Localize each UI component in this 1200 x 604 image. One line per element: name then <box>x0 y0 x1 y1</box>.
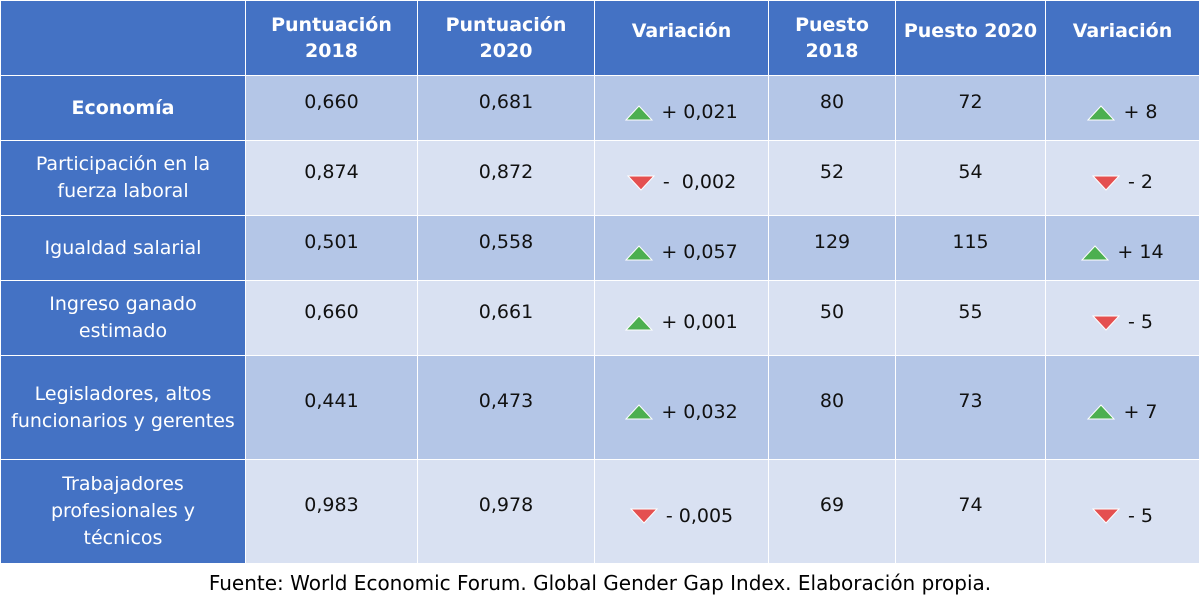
score-variation-cell: - 0,002 <box>594 140 769 216</box>
row-label: Ingreso ganado estimado <box>0 280 246 356</box>
table-row: Igualdad salarial 0,501 0,558 + 0,057 129 115… <box>0 215 1200 281</box>
row-label: Igualdad salarial <box>0 215 246 281</box>
score-2020-cell: 0,473 <box>417 355 595 460</box>
header-corner <box>0 0 246 76</box>
score-variation-value: - 0,005 <box>665 504 734 527</box>
score-variation-value: + 0,032 <box>661 400 738 423</box>
rank-2020-cell: 55 <box>895 280 1046 356</box>
rank-2020-cell: 54 <box>895 140 1046 216</box>
triangle-up-icon <box>625 404 654 420</box>
source-note: Fuente: World Economic Forum. Global Gen… <box>208 571 992 595</box>
score-2018-cell: 0,660 <box>245 75 418 141</box>
score-variation-cell: + 0,021 <box>594 75 769 141</box>
table-row: Legisladores, altos funcionarios y geren… <box>0 355 1200 460</box>
table-row: Economía 0,660 0,681 + 0,021 80 72 + 8 <box>0 75 1200 141</box>
table-body: Economía 0,660 0,681 + 0,021 80 72 + 8 Particip… <box>0 75 1200 564</box>
rank-variation-cell: + 8 <box>1045 75 1200 141</box>
rank-variation-cell: - 2 <box>1045 140 1200 216</box>
rank-2020-cell: 74 <box>895 459 1046 564</box>
score-variation-cell: + 0,001 <box>594 280 769 356</box>
triangle-up-icon <box>625 315 654 331</box>
score-2020-cell: 0,872 <box>417 140 595 216</box>
header-score-2020: Puntuación 2020 <box>417 0 595 76</box>
triangle-up-icon <box>625 105 654 121</box>
rank-variation-value: + 14 <box>1117 241 1164 264</box>
score-variation-cell: - 0,005 <box>594 459 769 564</box>
score-2018-cell: 0,874 <box>245 140 418 216</box>
header-row: Puntuación 2018 Puntuación 2020 Variació… <box>0 0 1200 76</box>
rank-variation-cell: + 7 <box>1045 355 1200 460</box>
row-label: Trabajadores profesionales y técnicos <box>0 459 246 564</box>
table-row: Trabajadores profesionales y técnicos 0,9… <box>0 459 1200 564</box>
score-variation-cell: + 0,057 <box>594 215 769 281</box>
score-2020-cell: 0,558 <box>417 215 595 281</box>
rank-variation-value: - 5 <box>1128 311 1153 334</box>
triangle-down-icon <box>626 175 655 191</box>
score-2018-cell: 0,983 <box>245 459 418 564</box>
score-2018-cell: 0,660 <box>245 280 418 356</box>
triangle-down-icon <box>1092 175 1120 191</box>
score-2018-cell: 0,501 <box>245 215 418 281</box>
triangle-up-icon <box>1087 404 1116 420</box>
rank-2020-cell: 73 <box>895 355 1046 460</box>
rank-2020-cell: 115 <box>895 215 1046 281</box>
rank-variation-value: + 8 <box>1123 101 1158 124</box>
header-rank-2020: Puesto 2020 <box>895 0 1046 76</box>
rank-variation-value: - 5 <box>1128 504 1153 527</box>
triangle-down-icon <box>629 508 658 524</box>
score-2018-cell: 0,441 <box>245 355 418 460</box>
score-variation-value: - 0,002 <box>662 171 737 194</box>
rank-2018-cell: 80 <box>768 355 896 460</box>
triangle-up-icon <box>1081 245 1110 261</box>
triangle-down-icon <box>1092 315 1120 331</box>
rank-2018-cell: 80 <box>768 75 896 141</box>
table-row: Participación en la fuerza laboral 0,874 0… <box>0 140 1200 216</box>
rank-variation-value: - 2 <box>1128 171 1153 194</box>
table-row: Ingreso ganado estimado 0,660 0,661 + 0,001… <box>0 280 1200 356</box>
rank-variation-cell: - 5 <box>1045 459 1200 564</box>
gender-gap-table: Puntuación 2018 Puntuación 2020 Variació… <box>0 0 1200 564</box>
score-2020-cell: 0,681 <box>417 75 595 141</box>
row-label: Economía <box>0 75 246 141</box>
score-variation-value: + 0,057 <box>661 241 738 264</box>
rank-2018-cell: 52 <box>768 140 896 216</box>
row-label: Legisladores, altos funcionarios y geren… <box>0 355 246 460</box>
header-score-variation: Variación <box>594 0 769 76</box>
triangle-down-icon <box>1092 508 1120 524</box>
header-score-2018: Puntuación 2018 <box>245 0 418 76</box>
triangle-up-icon <box>625 245 654 261</box>
rank-variation-cell: + 14 <box>1045 215 1200 281</box>
score-2020-cell: 0,978 <box>417 459 595 564</box>
header-rank-variation: Variación <box>1045 0 1200 76</box>
rank-2020-cell: 72 <box>895 75 1046 141</box>
rank-2018-cell: 129 <box>768 215 896 281</box>
score-variation-value: + 0,001 <box>661 311 738 334</box>
score-variation-value: + 0,021 <box>661 101 738 124</box>
score-2020-cell: 0,661 <box>417 280 595 356</box>
rank-2018-cell: 69 <box>768 459 896 564</box>
rank-variation-cell: - 5 <box>1045 280 1200 356</box>
row-label: Participación en la fuerza laboral <box>0 140 246 216</box>
header-rank-2018: Puesto 2018 <box>768 0 896 76</box>
triangle-up-icon <box>1087 105 1116 121</box>
rank-2018-cell: 50 <box>768 280 896 356</box>
score-variation-cell: + 0,032 <box>594 355 769 460</box>
rank-variation-value: + 7 <box>1123 400 1158 423</box>
